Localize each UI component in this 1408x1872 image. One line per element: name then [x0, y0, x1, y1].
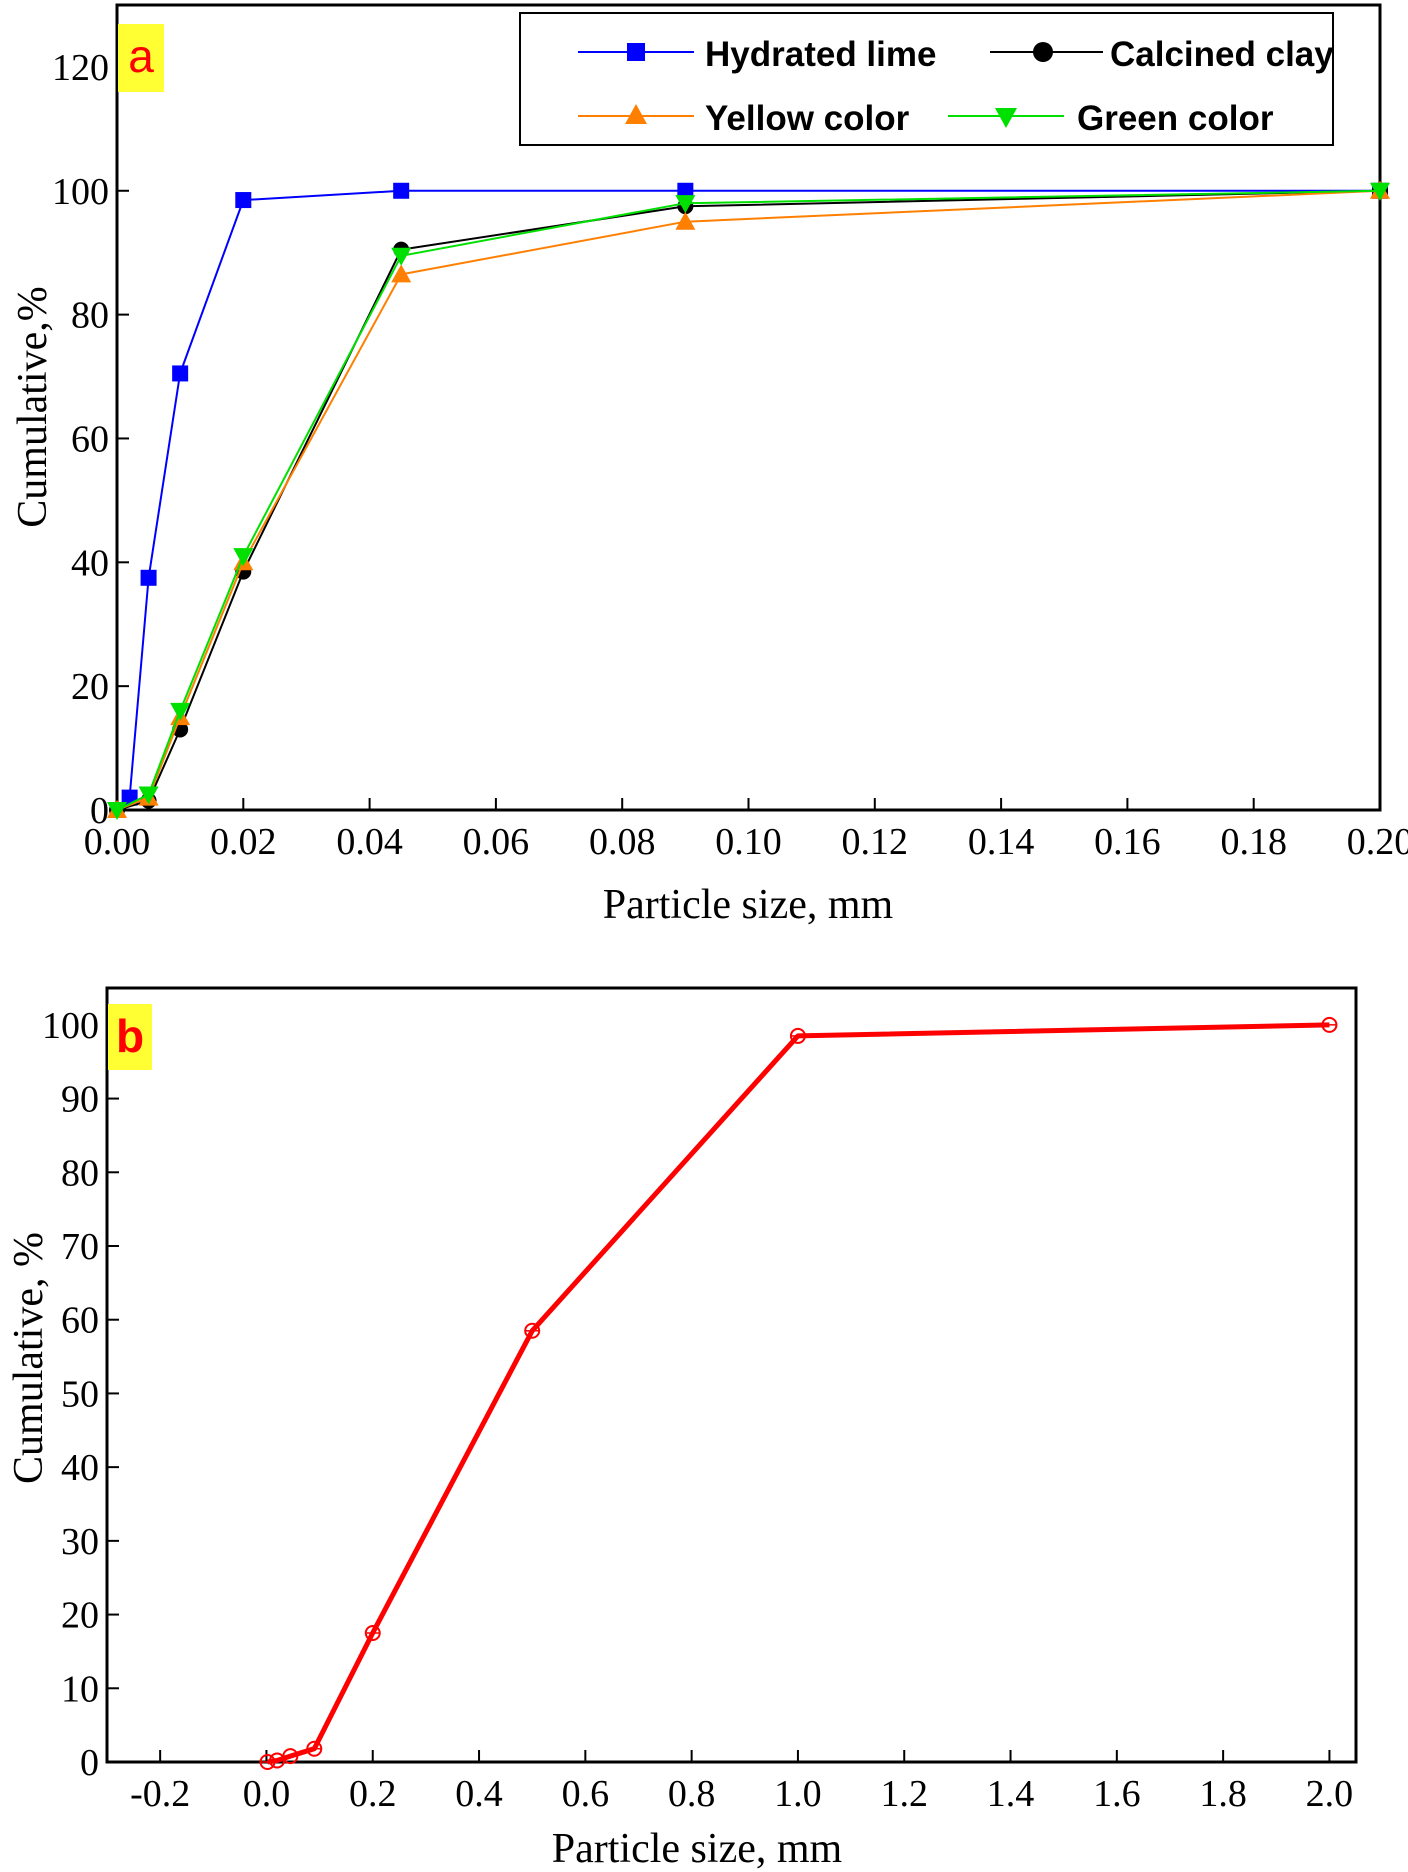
- data-point-green-color: [107, 802, 127, 820]
- legend-item-calcined-clay: Calcined clay: [990, 35, 1334, 74]
- x-tick-label: 0.8: [668, 1773, 716, 1815]
- data-point-hydrated-lime: [235, 192, 252, 209]
- y-tick-label: 40: [71, 542, 109, 584]
- axis-ticks-a: 0.00 0.02 0.04 0.06 0.08 0.10 0.12 0.14 0.16 0.18…: [52, 47, 1408, 863]
- axis-ticks-b: -0.2 0.0 0.2 0.4 0.6 0.8 1.0 1.2 1.4 1.6 1.8 2.0 0 10…: [42, 1005, 1353, 1815]
- y-tick-label: 80: [61, 1152, 99, 1194]
- chart-panel-b: -0.2 0.0 0.2 0.4 0.6 0.8 1.0 1.2 1.4 1.6 1.8 2.0 0 10…: [6, 986, 1358, 1872]
- x-tick-label: -0.2: [130, 1773, 190, 1815]
- y-tick-label: 0: [90, 790, 109, 832]
- x-tick-label: 1.4: [987, 1773, 1035, 1815]
- data-point-hydrated-lime: [140, 569, 157, 586]
- x-tick-label: 2.0: [1306, 1773, 1354, 1815]
- data-point-green-color: [391, 247, 412, 266]
- legend-item-yellow-color: Yellow color: [578, 99, 910, 138]
- data-point-hydrated-lime: [172, 365, 189, 382]
- legend-marker-hydrated-lime: [627, 43, 645, 61]
- x-tick-label: 1.6: [1093, 1773, 1141, 1815]
- data-point-green-color: [170, 702, 191, 721]
- x-tick-label: 0.2: [349, 1773, 397, 1815]
- y-tick-label: 70: [61, 1226, 99, 1268]
- legend-marker-yellow-color: [625, 104, 647, 124]
- y-tick-label: 20: [71, 666, 109, 708]
- x-axis-title-b: Particle size, mm: [552, 1826, 843, 1872]
- series-line-yellow-color: [116, 189, 1381, 811]
- series-line-series-1: [267, 1022, 1330, 1765]
- data-point-green-color: [233, 548, 254, 567]
- x-tick-label: 0.0: [243, 1773, 291, 1815]
- chart-panel-a: 0.00 0.02 0.04 0.06 0.08 0.10 0.12 0.14 0.16 0.18…: [10, 3, 1408, 928]
- x-axis-title-a: Particle size, mm: [603, 882, 894, 928]
- x-tick-label: 0.14: [968, 821, 1035, 863]
- legend-label-yellow-color: Yellow color: [705, 99, 910, 138]
- data-point-yellow-color: [675, 211, 696, 230]
- x-tick-label: 0.4: [455, 1773, 503, 1815]
- data-point-hydrated-lime: [393, 182, 410, 199]
- x-tick-label: 0.20: [1347, 821, 1408, 863]
- legend-label-hydrated-lime: Hydrated lime: [705, 35, 936, 74]
- panel-label-a: a: [128, 30, 154, 82]
- legend-box: [519, 12, 1334, 146]
- y-tick-label: 80: [71, 295, 109, 337]
- series-layer-b: [259, 1016, 1338, 1770]
- y-tick-label: 100: [52, 171, 109, 213]
- series-layer-a: [107, 180, 1390, 820]
- y-tick-label: 0: [80, 1742, 99, 1784]
- series-line-calcined-clay: [116, 189, 1381, 811]
- data-point-hydrated-lime: [677, 182, 694, 199]
- data-point-green-color: [675, 195, 696, 214]
- panel-label-box-a: [118, 24, 164, 92]
- y-axis-title-a: Cumulative,%: [10, 286, 56, 527]
- legend-a: Hydrated lime Calcined clay Yellow color…: [519, 12, 1334, 146]
- x-tick-label: 0.18: [1220, 821, 1287, 863]
- y-tick-label: 120: [52, 47, 109, 89]
- x-tick-label: 0.04: [336, 821, 403, 863]
- data-point-green-color: [1370, 182, 1390, 201]
- panel-label-box-b: [108, 1004, 152, 1070]
- y-tick-label: 10: [61, 1668, 99, 1710]
- y-tick-label: 50: [61, 1373, 99, 1415]
- y-tick-label: 100: [42, 1005, 99, 1047]
- y-tick-label: 30: [61, 1521, 99, 1563]
- legend-label-green-color: Green color: [1077, 99, 1274, 138]
- x-tick-label: 0.08: [589, 821, 656, 863]
- series-line-hydrated-lime: [128, 189, 1380, 798]
- y-tick-label: 90: [61, 1079, 99, 1121]
- y-tick-label: 60: [61, 1300, 99, 1342]
- x-tick-label: 0.10: [715, 821, 782, 863]
- x-tick-label: 1.0: [774, 1773, 822, 1815]
- y-tick-label: 60: [71, 418, 109, 460]
- x-tick-label: 0.06: [463, 821, 530, 863]
- plot-frame-b: [105, 986, 1358, 1764]
- legend-item-green-color: Green color: [948, 99, 1274, 138]
- x-tick-label: 0.16: [1094, 821, 1161, 863]
- y-axis-title-b: Cumulative, %: [6, 1232, 52, 1484]
- x-tick-label: 0.02: [210, 821, 277, 863]
- y-tick-label: 20: [61, 1595, 99, 1637]
- legend-label-calcined-clay: Calcined clay: [1110, 35, 1334, 74]
- x-tick-label: 0.12: [842, 821, 909, 863]
- panel-label-b: b: [116, 1010, 144, 1062]
- legend-item-hydrated-lime: Hydrated lime: [578, 35, 936, 74]
- x-tick-label: 1.8: [1199, 1773, 1247, 1815]
- data-point-yellow-color: [391, 264, 412, 283]
- data-point-green-color: [138, 786, 159, 805]
- legend-marker-green-color: [995, 108, 1017, 128]
- y-tick-label: 40: [61, 1447, 99, 1489]
- x-tick-label: 0.00: [84, 821, 151, 863]
- legend-marker-calcined-clay: [1033, 42, 1053, 62]
- series-line-green-color: [116, 189, 1381, 811]
- x-tick-label: 1.2: [880, 1773, 928, 1815]
- x-tick-label: 0.6: [562, 1773, 610, 1815]
